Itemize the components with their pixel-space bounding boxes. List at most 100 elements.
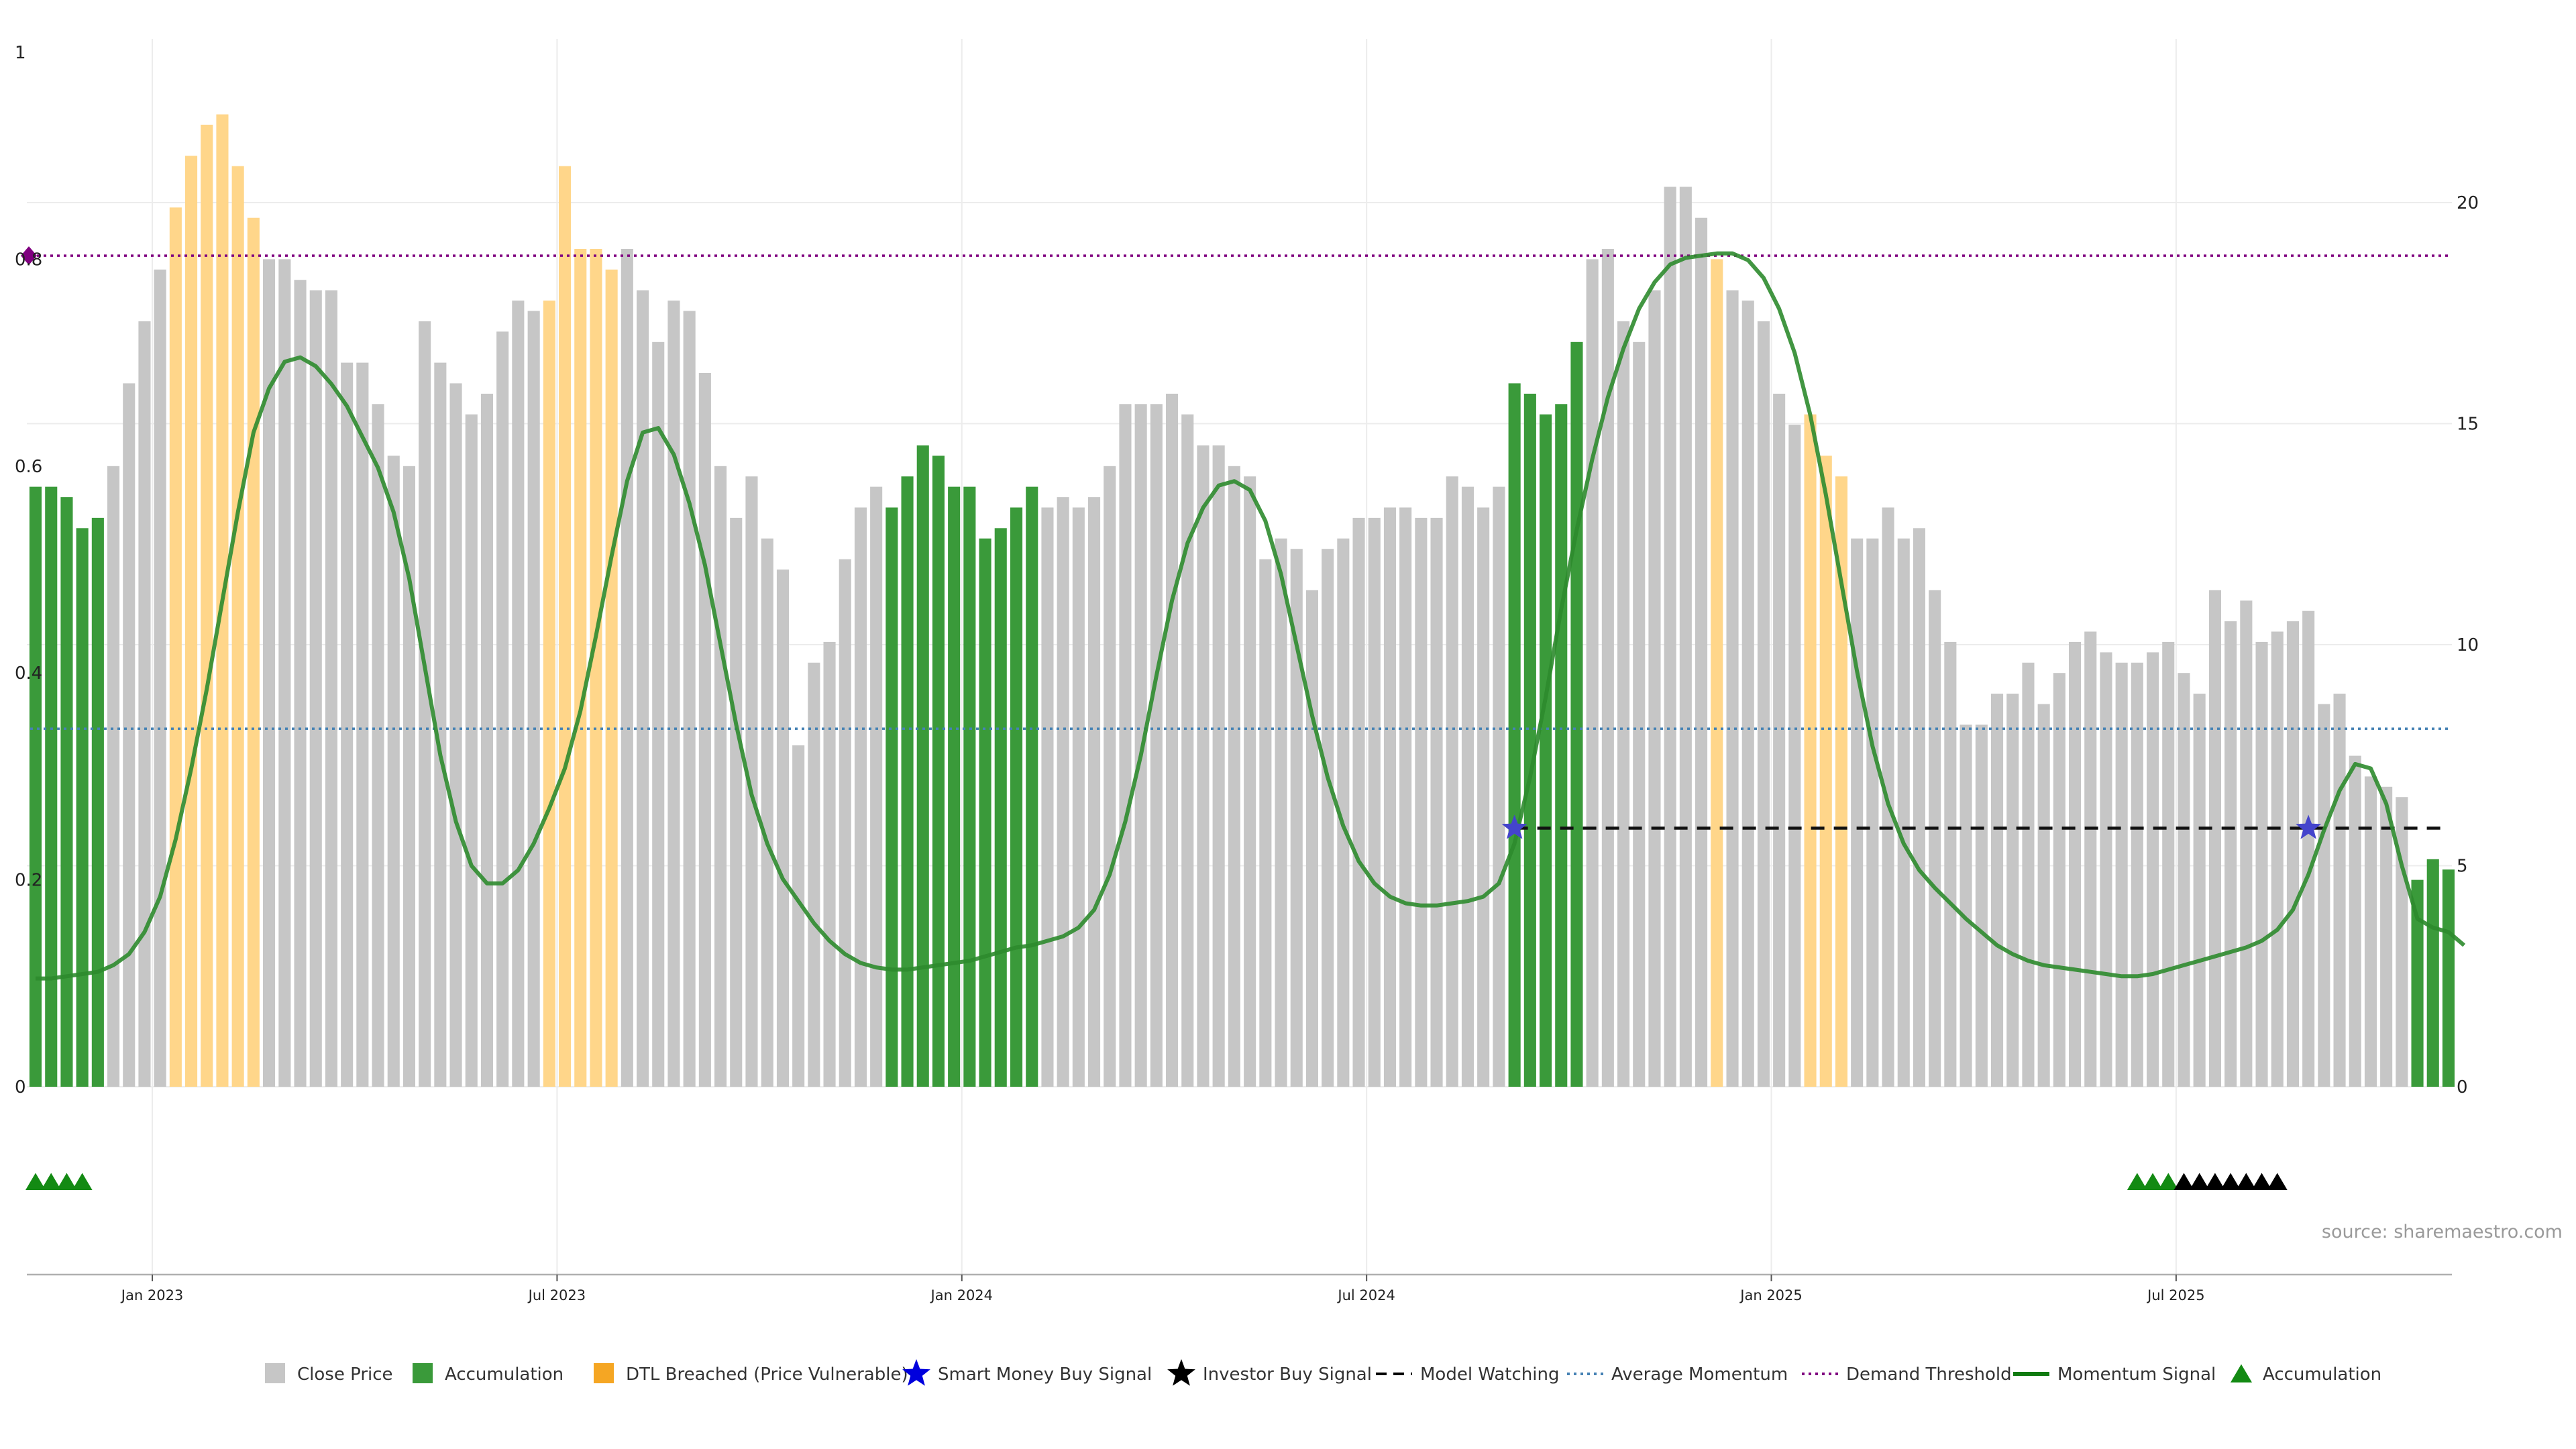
source-label: source: sharemaestro.com — [2322, 1222, 2563, 1242]
bar-108 — [1711, 259, 1723, 1087]
smart-money-buy-signal-0 — [1501, 814, 1527, 839]
legend-item-3: Smart Money Buy Signal — [902, 1359, 1152, 1386]
bar-155 — [2442, 869, 2455, 1087]
investor-buy-marker-143 — [2251, 1173, 2272, 1190]
bar-130 — [2053, 673, 2065, 1087]
bar-63 — [1010, 507, 1023, 1087]
legend-label-5: Model Watching — [1420, 1364, 1559, 1385]
bar-54 — [870, 486, 883, 1087]
bar-25 — [419, 321, 431, 1087]
bar-65 — [1041, 507, 1054, 1087]
legend-item-0: Close Price — [265, 1363, 393, 1385]
bar-112 — [1773, 393, 1786, 1087]
legend: Close Price Accumulation DTL Breached (Pri… — [265, 1359, 2381, 1386]
bar-110 — [1741, 301, 1754, 1087]
accumulation-marker-1 — [41, 1173, 62, 1190]
legend-item-7: Demand Threshold — [1802, 1364, 2012, 1385]
bar-13 — [231, 166, 244, 1087]
legend-label-4: Investor Buy Signal — [1203, 1364, 1372, 1385]
bar-105 — [1664, 186, 1676, 1087]
demand-threshold-marker — [21, 246, 37, 266]
bar-9 — [169, 207, 182, 1087]
bar-137 — [2162, 641, 2175, 1087]
accumulation-marker-3 — [72, 1173, 93, 1190]
bar-52 — [839, 559, 851, 1087]
bars — [29, 114, 2455, 1087]
bar-111 — [1757, 321, 1770, 1087]
legend-swatch-1 — [413, 1363, 433, 1383]
legend-item-4: Investor Buy Signal — [1167, 1359, 1372, 1386]
investor-buy-marker-140 — [2204, 1173, 2225, 1190]
bar-103 — [1633, 341, 1646, 1087]
signal-markers — [25, 1173, 2288, 1190]
right-tick-2: 10 — [2457, 635, 2479, 655]
grid — [27, 39, 2452, 1275]
bar-85 — [1352, 517, 1365, 1087]
legend-label-0: Close Price — [297, 1364, 393, 1385]
bar-143 — [2255, 641, 2268, 1087]
right-tick-4: 20 — [2457, 193, 2479, 213]
x-tick-5: Jul 2025 — [2146, 1287, 2204, 1303]
bar-44 — [714, 466, 727, 1087]
bar-120 — [1897, 538, 1910, 1087]
bar-94 — [1493, 486, 1505, 1087]
momentum-signal-line — [36, 251, 2466, 981]
bar-107 — [1695, 217, 1708, 1087]
bar-92 — [1461, 486, 1474, 1087]
bar-126 — [1991, 694, 2004, 1087]
legend-swatch-3 — [902, 1359, 930, 1386]
bar-10 — [185, 156, 198, 1087]
bar-34 — [559, 166, 572, 1087]
bar-72 — [1150, 404, 1163, 1087]
bar-88 — [1399, 507, 1412, 1087]
bar-76 — [1212, 445, 1225, 1087]
bar-38 — [621, 249, 633, 1087]
bar-129 — [2037, 704, 2050, 1087]
bar-80 — [1275, 538, 1287, 1087]
bar-19 — [325, 290, 337, 1087]
investor-buy-marker-142 — [2236, 1173, 2257, 1190]
left-tick-4: 0.8 — [15, 250, 42, 270]
bar-5 — [107, 466, 120, 1087]
bar-151 — [2380, 786, 2393, 1087]
bar-154 — [2426, 859, 2439, 1087]
bar-7 — [138, 321, 151, 1087]
legend-swatch-2 — [594, 1363, 614, 1383]
left-tick-0: 0 — [15, 1077, 26, 1097]
bar-36 — [590, 249, 602, 1087]
bar-18 — [309, 290, 322, 1087]
bar-39 — [637, 290, 649, 1087]
bar-20 — [341, 362, 354, 1087]
bar-93 — [1477, 507, 1490, 1087]
bar-41 — [667, 301, 680, 1087]
legend-label-6: Average Momentum — [1611, 1364, 1788, 1385]
reference-lines — [30, 254, 2449, 830]
bar-67 — [1072, 507, 1085, 1087]
legend-label-8: Momentum Signal — [2057, 1364, 2216, 1385]
legend-item-1: Accumulation — [413, 1363, 564, 1385]
x-tick-4: Jan 2025 — [1739, 1287, 1803, 1303]
bar-42 — [683, 311, 696, 1087]
bar-97 — [1540, 414, 1552, 1087]
bar-135 — [2131, 662, 2143, 1087]
bar-32 — [527, 311, 540, 1087]
bar-86 — [1368, 517, 1381, 1087]
legend-item-5: Model Watching — [1376, 1364, 1559, 1385]
x-tick-0: Jan 2023 — [120, 1287, 184, 1303]
bar-51 — [823, 641, 836, 1087]
bar-77 — [1228, 466, 1240, 1087]
bar-3 — [76, 528, 89, 1087]
bar-102 — [1617, 321, 1630, 1087]
bar-62 — [994, 528, 1007, 1087]
bar-140 — [2208, 590, 2221, 1087]
bar-33 — [543, 301, 555, 1087]
bar-6 — [123, 383, 136, 1087]
bar-142 — [2240, 600, 2253, 1087]
legend-label-2: DTL Breached (Price Vulnerable) — [626, 1364, 908, 1385]
bar-35 — [574, 249, 587, 1087]
left-tick-1: 0.2 — [15, 871, 42, 891]
investor-buy-marker-139 — [2189, 1173, 2210, 1190]
x-tick-1: Jul 2023 — [527, 1287, 586, 1303]
bar-87 — [1383, 507, 1396, 1087]
right-tick-3: 15 — [2457, 415, 2479, 435]
